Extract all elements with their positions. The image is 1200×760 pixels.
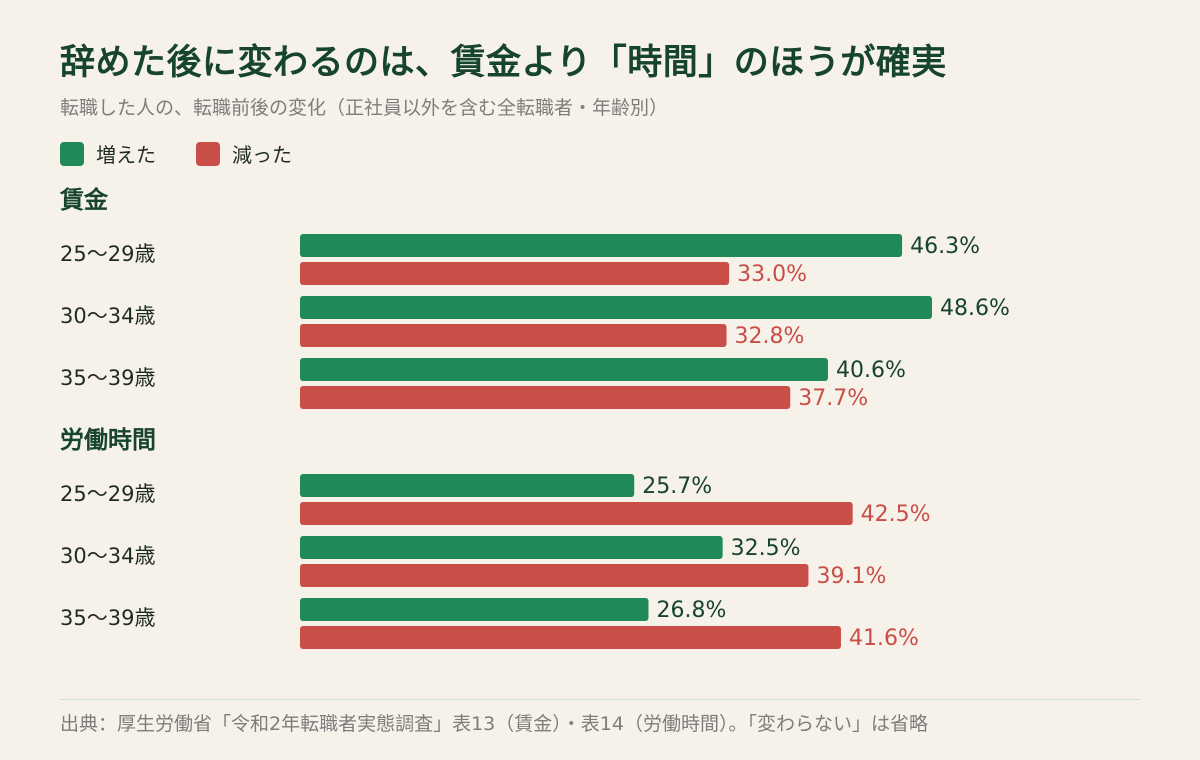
data-label-decrease: 39.1%	[816, 564, 886, 589]
data-label-decrease: 33.0%	[737, 262, 807, 287]
footer-divider	[60, 699, 1140, 700]
bar-decrease	[300, 564, 809, 587]
data-label-decrease: 37.7%	[798, 386, 868, 411]
legend-swatch-increase	[60, 141, 84, 166]
data-label-decrease: 41.6%	[849, 626, 919, 651]
data-label-increase: 25.7%	[642, 474, 712, 499]
category-label: 25〜29歳	[60, 482, 155, 506]
chart-subtitle: 転職した人の、転職前後の変化（正社員以外を含む全転職者・年齢別）	[60, 97, 669, 119]
bar-decrease	[300, 626, 841, 649]
data-label-increase: 46.3%	[910, 234, 980, 259]
category-label: 30〜34歳	[60, 544, 155, 568]
legend-label-decrease: 減った	[232, 143, 292, 167]
legend: 増えた 減った	[60, 139, 332, 168]
bar-chart: 賃金 25〜29歳 46.3% 33.0% 30〜34歳 48.6% 32.8% 35〜39歳…	[59, 186, 1010, 651]
bar-increase	[300, 296, 932, 319]
legend-label-increase: 増えた	[96, 143, 156, 167]
data-label-decrease: 32.8%	[735, 324, 805, 349]
group-heading: 賃金	[59, 186, 109, 214]
legend-swatch-decrease	[196, 141, 220, 166]
bar-increase	[300, 234, 903, 257]
bar-increase	[300, 474, 635, 497]
data-label-increase: 32.5%	[731, 536, 801, 561]
bar-increase	[300, 358, 828, 381]
category-label: 35〜39歳	[60, 606, 155, 630]
chart-title: 辞めた後に変わるのは、賃金より「時間」のほうが確実	[60, 43, 947, 83]
source-note: 出典：厚生労働省「令和2年転職者実態調査」表13（賃金）・表14（労働時間）。「…	[60, 713, 928, 735]
bar-decrease	[300, 386, 791, 409]
data-label-increase: 48.6%	[940, 296, 1010, 321]
data-label-increase: 40.6%	[836, 358, 906, 383]
bar-decrease	[300, 262, 730, 285]
category-label: 30〜34歳	[60, 304, 155, 328]
bar-increase	[300, 536, 723, 559]
bar-decrease	[300, 502, 853, 525]
group-heading: 労働時間	[60, 426, 156, 454]
legend-item-decrease: 減った	[196, 139, 292, 168]
category-label: 25〜29歳	[60, 242, 155, 266]
legend-item-increase: 増えた	[60, 139, 156, 168]
bar-decrease	[300, 324, 727, 347]
data-label-increase: 26.8%	[657, 598, 727, 623]
bar-increase	[300, 598, 649, 621]
data-label-decrease: 42.5%	[861, 502, 931, 527]
category-label: 35〜39歳	[60, 366, 155, 390]
